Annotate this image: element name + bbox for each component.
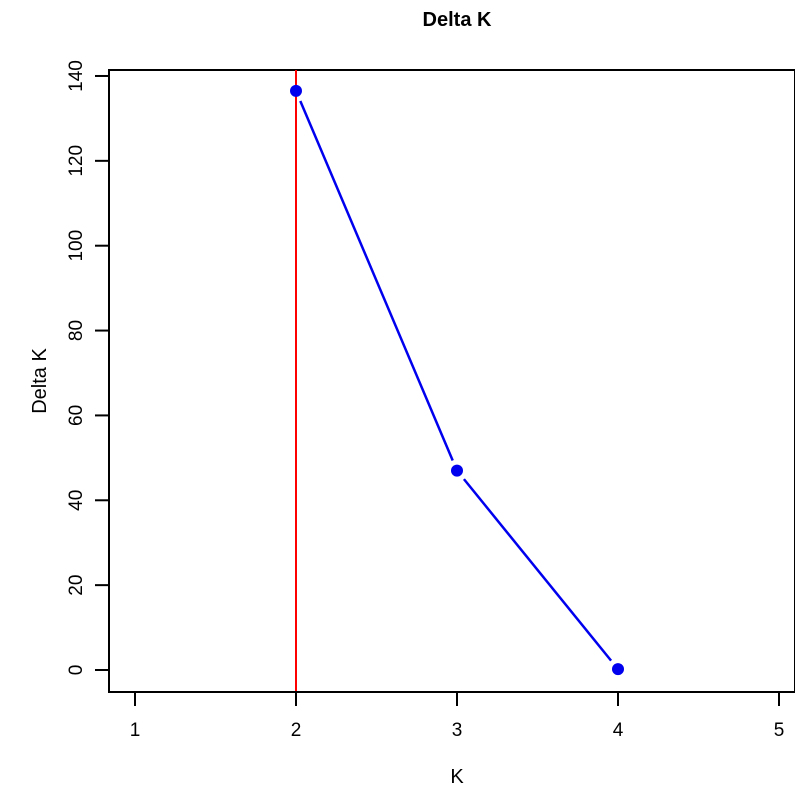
y-tick-label: 120	[66, 145, 87, 177]
y-tick-label: 0	[66, 665, 87, 676]
x-axis: 1 2 3 4 5	[130, 691, 785, 741]
x-tick-label: 3	[452, 720, 463, 741]
series-layer	[290, 84, 624, 676]
series-segment	[462, 478, 613, 662]
series-segment	[299, 100, 454, 461]
chart-title: Delta K	[423, 9, 492, 31]
data-point	[290, 84, 302, 97]
x-tick-label: 5	[774, 720, 785, 741]
data-point	[451, 464, 463, 477]
y-tick-label: 20	[66, 575, 87, 596]
x-axis-label: K	[450, 766, 464, 787]
y-axis: 0 20 40 60 80 100 120 140	[66, 60, 110, 676]
y-tick-label: 80	[66, 320, 87, 341]
plot-frame	[108, 69, 795, 693]
y-axis-label: Delta K	[29, 348, 51, 414]
x-tick-label: 4	[613, 720, 624, 741]
y-tick-label: 140	[66, 60, 87, 92]
x-tick-label: 2	[291, 720, 302, 741]
plot-area	[108, 69, 795, 693]
y-tick-label: 60	[66, 405, 87, 426]
x-tick-label: 1	[130, 720, 141, 741]
y-tick-label: 100	[66, 230, 87, 262]
data-point	[612, 663, 624, 676]
y-tick-label: 40	[66, 490, 87, 511]
